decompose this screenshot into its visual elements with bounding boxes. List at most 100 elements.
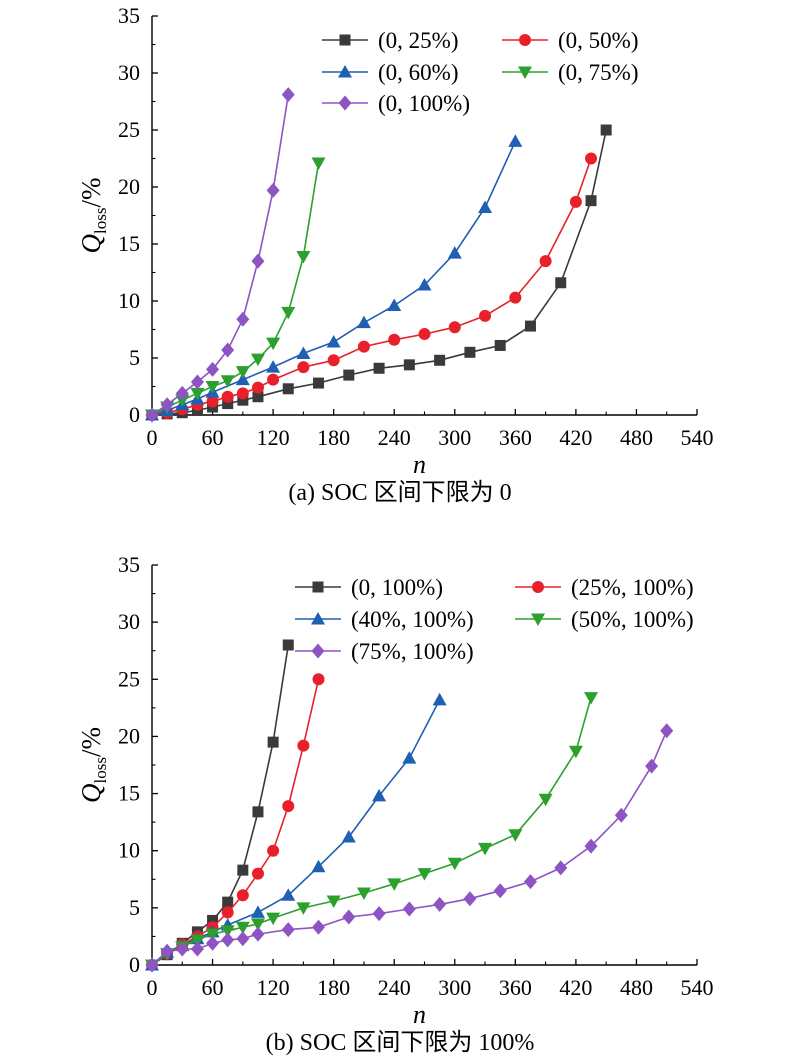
data-point bbox=[190, 941, 204, 957]
x-tick-label: 60 bbox=[202, 975, 224, 1000]
y-tick-label: 15 bbox=[118, 781, 140, 806]
data-point bbox=[313, 377, 325, 389]
x-tick-label: 420 bbox=[559, 425, 592, 450]
data-point bbox=[403, 359, 415, 371]
data-point bbox=[296, 251, 311, 264]
data-point bbox=[282, 800, 295, 813]
legend-marker bbox=[532, 581, 544, 593]
data-point bbox=[251, 867, 264, 880]
data-point bbox=[145, 957, 159, 973]
data-point bbox=[464, 346, 476, 358]
legend-label: (0, 60%) bbox=[378, 60, 458, 85]
data-point bbox=[235, 366, 250, 379]
data-point bbox=[584, 692, 599, 705]
data-point bbox=[479, 309, 492, 322]
data-point bbox=[523, 874, 537, 890]
legend-item: (0, 60%) bbox=[322, 60, 458, 85]
legend-label: (0, 100%) bbox=[378, 91, 470, 116]
legend-label: (25%, 100%) bbox=[571, 575, 694, 600]
data-point bbox=[417, 868, 432, 881]
data-point bbox=[660, 723, 674, 739]
data-point bbox=[237, 864, 249, 876]
chart-panel-a: 0 60 120 180 240 300 360 420 480 540 0 5 10 15 20 25 30 3… bbox=[76, 3, 714, 506]
data-point bbox=[190, 374, 204, 390]
data-point bbox=[539, 255, 552, 268]
series-line bbox=[151, 644, 290, 966]
data-point bbox=[312, 919, 326, 935]
data-point bbox=[508, 829, 523, 842]
legend-marker bbox=[531, 613, 545, 626]
legend-item: (25%, 100%) bbox=[515, 575, 694, 600]
x-tick-label: 480 bbox=[620, 975, 653, 1000]
data-point bbox=[237, 394, 249, 406]
series-line bbox=[151, 162, 320, 416]
series-line bbox=[151, 730, 668, 966]
x-tick-label: 420 bbox=[559, 975, 592, 1000]
y-axis-title: Qloss/% bbox=[76, 178, 110, 254]
series-line bbox=[151, 699, 441, 966]
data-point bbox=[402, 901, 416, 917]
legend-marker bbox=[519, 34, 531, 46]
data-point bbox=[250, 918, 265, 931]
data-point bbox=[282, 639, 294, 651]
legend-item: (0, 50%) bbox=[502, 28, 638, 53]
y-tick-label: 15 bbox=[118, 231, 140, 256]
data-point bbox=[222, 398, 234, 410]
legend-label: (0, 75%) bbox=[558, 60, 638, 85]
legend-item: (40%, 100%) bbox=[295, 607, 474, 632]
data-point bbox=[326, 335, 341, 348]
x-tick-label: 240 bbox=[378, 975, 411, 1000]
legend-marker bbox=[518, 66, 532, 79]
data-point bbox=[372, 788, 387, 802]
legend-item: (0, 100%) bbox=[322, 91, 470, 116]
data-point bbox=[160, 397, 174, 413]
data-point bbox=[311, 859, 326, 873]
data-point bbox=[281, 922, 295, 938]
data-point bbox=[267, 373, 280, 386]
data-point bbox=[447, 857, 462, 871]
data-point bbox=[190, 387, 205, 401]
figure-caption: (b) SOC 区间下限为 100% bbox=[266, 1029, 535, 1056]
x-tick-label: 120 bbox=[257, 975, 290, 1000]
y-tick-label: 5 bbox=[129, 345, 140, 370]
x-tick-label: 300 bbox=[438, 425, 471, 450]
series-2 bbox=[146, 673, 325, 971]
data-point bbox=[266, 360, 281, 373]
data-point bbox=[297, 739, 310, 752]
x-tick-label: 480 bbox=[620, 425, 653, 450]
data-point bbox=[236, 889, 249, 902]
data-point bbox=[236, 387, 249, 400]
y-tick-label: 0 bbox=[129, 402, 140, 427]
legend-label: (0, 25%) bbox=[378, 28, 458, 53]
figure-caption: (a) SOC 区间下限为 0 bbox=[288, 479, 511, 506]
data-point bbox=[538, 793, 553, 807]
data-point bbox=[297, 361, 310, 374]
y-tick-label: 5 bbox=[129, 895, 140, 920]
data-point bbox=[417, 278, 432, 291]
data-point bbox=[493, 883, 507, 899]
data-point bbox=[312, 673, 325, 686]
legend: (0, 25%) (0, 50%) (0, 60%) (0, 75%) (0, 100%… bbox=[322, 28, 638, 116]
series-1 bbox=[146, 124, 612, 421]
x-axis-title: n bbox=[413, 1000, 426, 1029]
data-point bbox=[175, 941, 189, 957]
legend-item: (50%, 100%) bbox=[515, 607, 694, 632]
x-tick-label: 360 bbox=[499, 425, 532, 450]
data-point bbox=[236, 311, 250, 327]
y-tick-label: 0 bbox=[129, 952, 140, 977]
data-point bbox=[387, 878, 402, 891]
x-tick-label: 360 bbox=[499, 975, 532, 1000]
data-point bbox=[205, 928, 220, 942]
x-tick-label: 0 bbox=[147, 975, 158, 1000]
legend-label: (40%, 100%) bbox=[351, 607, 474, 632]
x-tick-label: 300 bbox=[438, 975, 471, 1000]
data-point bbox=[266, 337, 281, 351]
data-point bbox=[220, 375, 235, 388]
y-axis-title-suffix: /% bbox=[76, 178, 106, 208]
x-tick-label: 180 bbox=[317, 975, 350, 1000]
series-5 bbox=[145, 87, 295, 423]
data-point bbox=[205, 381, 220, 394]
data-point bbox=[448, 321, 461, 334]
data-point bbox=[206, 395, 219, 408]
